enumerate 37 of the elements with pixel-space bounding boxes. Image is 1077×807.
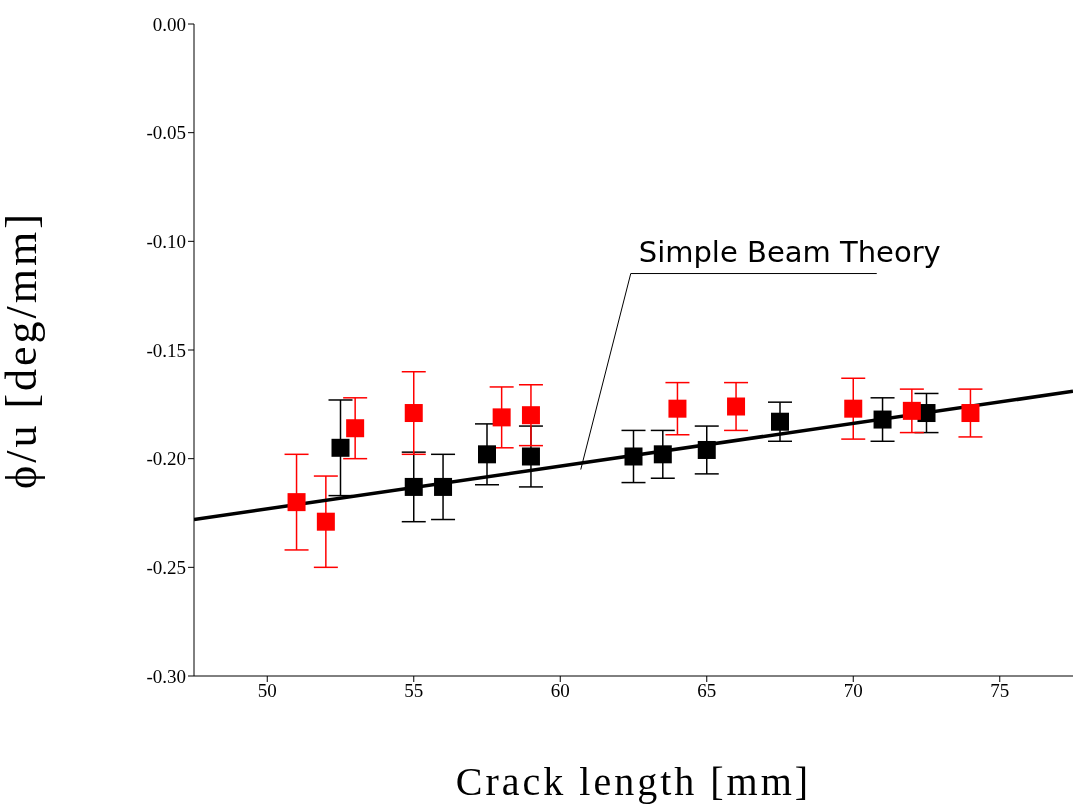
x-tick-label: 55 xyxy=(404,680,424,702)
point xyxy=(316,512,335,531)
x-axis-title: Crack length [mm] xyxy=(455,759,812,804)
point xyxy=(653,445,672,464)
y-tick-label: -0.15 xyxy=(146,339,186,361)
point xyxy=(902,401,921,420)
x-tick-label: 50 xyxy=(257,680,277,702)
y-tick-label: 0.00 xyxy=(152,13,186,35)
y-tick-label: -0.20 xyxy=(146,448,186,470)
y-tick-label: -0.30 xyxy=(146,665,186,687)
point xyxy=(434,477,453,496)
point xyxy=(873,410,892,429)
point xyxy=(668,399,687,418)
point xyxy=(771,412,789,431)
point xyxy=(844,399,863,418)
annotation: Simple Beam Theory xyxy=(638,234,941,269)
point xyxy=(287,493,306,512)
x-tick-label: 65 xyxy=(697,680,717,702)
x-tick-label: 70 xyxy=(843,680,863,702)
point xyxy=(727,397,746,416)
point xyxy=(492,408,511,427)
point xyxy=(478,445,496,464)
point xyxy=(961,404,980,423)
y-tick-label: -0.25 xyxy=(146,557,186,579)
y-axis-title: ϕ/u [deg/mm] xyxy=(0,211,46,489)
point xyxy=(331,438,350,457)
x-tick-label: 75 xyxy=(990,680,1010,702)
y-tick-label: -0.10 xyxy=(146,231,186,253)
point xyxy=(404,404,423,423)
point xyxy=(404,477,423,496)
point xyxy=(521,406,540,425)
point xyxy=(624,447,643,466)
x-tick-label: 60 xyxy=(550,680,570,702)
point xyxy=(697,440,716,459)
point xyxy=(521,447,540,466)
point xyxy=(346,419,365,438)
y-tick-label: -0.05 xyxy=(146,122,186,144)
